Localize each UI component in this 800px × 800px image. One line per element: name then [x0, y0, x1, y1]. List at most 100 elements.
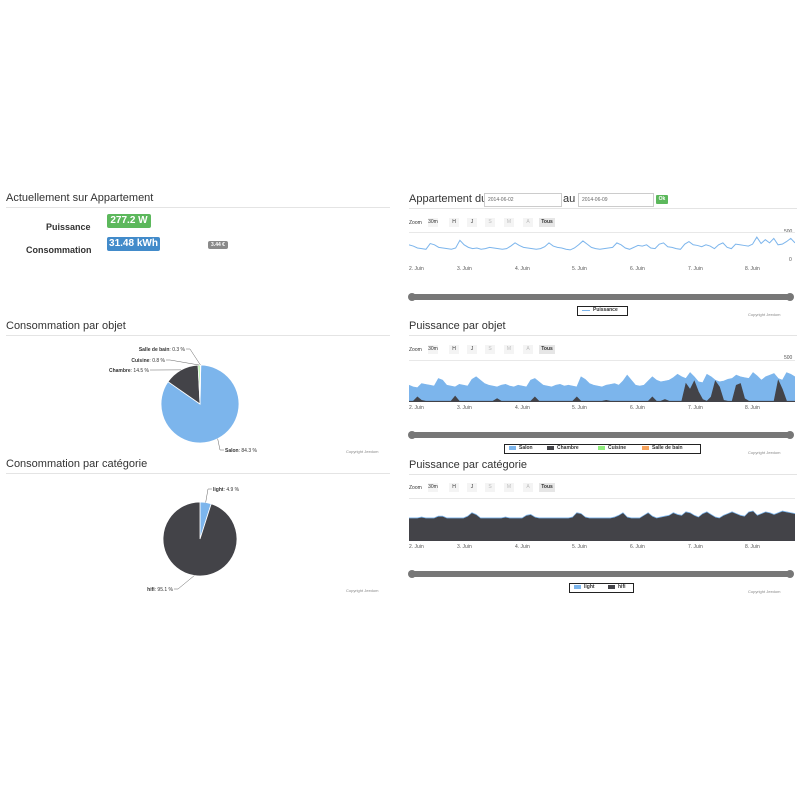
x-tick-label: 6. Juin	[630, 544, 645, 550]
legend-item-puissance[interactable]: Puissance	[593, 307, 618, 313]
x-tick-label: 6. Juin	[630, 266, 645, 272]
zoom-label: Zoom	[409, 485, 422, 491]
legend-item-hifi[interactable]: hifi	[618, 584, 626, 590]
navigator-handle-right[interactable]	[786, 293, 794, 301]
copyright-text: Copyright Jeedom	[748, 312, 781, 317]
consumption-by-object-title: Consommation par objet	[6, 320, 126, 332]
navigator-handle-right[interactable]	[786, 431, 794, 439]
zoom-30m-button[interactable]: 30m	[428, 483, 438, 492]
pie-label-connector	[166, 359, 200, 366]
pie-data-label: hifi: 95.1 %	[147, 587, 173, 593]
date-from-input[interactable]	[484, 193, 562, 207]
power-by-object-plot	[409, 360, 795, 402]
zoom-hour-button[interactable]: H	[449, 218, 459, 227]
legend-item-cuisine[interactable]: Cuisine	[608, 445, 627, 451]
zoom-week-button[interactable]: S	[485, 345, 495, 354]
x-tick-label: 3. Juin	[457, 405, 472, 411]
zoom-week-button[interactable]: S	[485, 483, 495, 492]
zoom-label: Zoom	[409, 347, 422, 353]
legend: light hifi	[569, 583, 634, 593]
x-tick-label: 8. Juin	[745, 266, 760, 272]
x-tick-label: 8. Juin	[745, 405, 760, 411]
legend-swatch	[598, 446, 605, 450]
power-line-plot	[409, 232, 795, 251]
x-tick-label: 7. Juin	[688, 266, 703, 272]
date-to-input[interactable]	[578, 193, 654, 207]
zoom-month-button[interactable]: M	[504, 218, 514, 227]
zoom-30m-button[interactable]: 30m	[428, 218, 438, 227]
divider	[409, 335, 797, 336]
x-tick-label: 7. Juin	[688, 544, 703, 550]
zoom-year-button[interactable]: A	[523, 483, 533, 492]
zoom-bar: Zoom 30m H J S M A Tous	[409, 345, 559, 355]
cost-badge: 3.44 €	[208, 241, 228, 249]
zoom-month-button[interactable]: M	[504, 345, 514, 354]
pie-slice-hifi[interactable]	[162, 501, 238, 577]
navigator-scrollbar[interactable]	[408, 570, 794, 578]
pie-chart-by-object: Salon: 84.3 % Chambre: 14.5 % Cuisine: 0.8…	[109, 347, 258, 454]
navigator-handle-left[interactable]	[408, 431, 416, 439]
x-tick-label: 2. Juin	[409, 544, 424, 550]
zoom-label: Zoom	[409, 220, 422, 226]
legend-item-salle-de-bain[interactable]: Salle de bain	[652, 445, 683, 451]
pie-data-label: Salon: 84.3 %	[225, 448, 258, 454]
legend-item-chambre[interactable]: Chambre	[557, 445, 579, 451]
x-tick-label: 8. Juin	[745, 544, 760, 550]
x-tick-label: 4. Juin	[515, 544, 530, 550]
series-line-puissance[interactable]	[409, 236, 795, 251]
navigator-scrollbar[interactable]	[408, 293, 794, 301]
x-tick-label: 5. Juin	[572, 405, 587, 411]
power-value-badge: 277.2 W	[107, 214, 151, 228]
navigator-scrollbar[interactable]	[408, 431, 794, 439]
legend-swatch	[509, 446, 516, 450]
legend-item-light[interactable]: light	[584, 584, 595, 590]
legend-swatch	[582, 310, 590, 311]
legend-swatch	[608, 585, 615, 589]
series-area-chambre[interactable]	[409, 379, 795, 402]
zoom-hour-button[interactable]: H	[449, 345, 459, 354]
zoom-day-button[interactable]: J	[467, 483, 477, 492]
power-by-object-title: Puissance par objet	[409, 320, 506, 332]
x-tick-label: 4. Juin	[515, 266, 530, 272]
legend-swatch	[574, 585, 581, 589]
zoom-all-button[interactable]: Tous	[539, 345, 555, 354]
consumption-by-category-title: Consommation par catégorie	[6, 458, 148, 470]
zoom-month-button[interactable]: M	[504, 483, 514, 492]
legend: Puissance	[577, 306, 628, 316]
zoom-day-button[interactable]: J	[467, 218, 477, 227]
y-tick-min: 0	[789, 257, 792, 263]
power-label: Puissance	[46, 222, 91, 232]
legend-item-salon[interactable]: Salon	[519, 445, 533, 451]
pie-label-connector	[217, 438, 224, 451]
legend-swatch	[642, 446, 649, 450]
zoom-bar: Zoom 30m H J S M A Tous	[409, 483, 559, 493]
zoom-all-button[interactable]: Tous	[539, 218, 555, 227]
navigator-handle-left[interactable]	[408, 570, 416, 578]
copyright-text: Copyright Jeedom	[346, 449, 379, 454]
x-tick-label: 2. Juin	[409, 405, 424, 411]
x-tick-label: 2. Juin	[409, 266, 424, 272]
zoom-year-button[interactable]: A	[523, 218, 533, 227]
x-axis: 2. Juin 3. Juin 4. Juin 5. Juin 6. Juin …	[409, 266, 795, 274]
series-area-hifi[interactable]	[409, 511, 795, 541]
x-axis: 2. Juin 3. Juin 4. Juin 5. Juin 6. Juin …	[409, 544, 795, 552]
zoom-all-button[interactable]: Tous	[539, 483, 555, 492]
x-tick-label: 6. Juin	[630, 405, 645, 411]
navigator-handle-left[interactable]	[408, 293, 416, 301]
zoom-hour-button[interactable]: H	[449, 483, 459, 492]
power-by-category-title: Puissance par catégorie	[409, 459, 528, 471]
date-to-label: au	[563, 193, 576, 205]
x-tick-label: 7. Juin	[688, 405, 703, 411]
ok-button[interactable]: Ok	[656, 195, 668, 204]
zoom-week-button[interactable]: S	[485, 218, 495, 227]
x-tick-label: 3. Juin	[457, 266, 472, 272]
zoom-year-button[interactable]: A	[523, 345, 533, 354]
legend: Salon Chambre Cuisine Salle de bain	[504, 444, 701, 454]
current-status-title: Actuellement sur Appartement	[6, 192, 154, 204]
zoom-day-button[interactable]: J	[467, 345, 477, 354]
divider	[6, 207, 390, 208]
pie-label-connector	[205, 488, 212, 503]
navigator-handle-right[interactable]	[786, 570, 794, 578]
zoom-30m-button[interactable]: 30m	[428, 345, 438, 354]
consumption-label: Consommation	[26, 245, 92, 255]
